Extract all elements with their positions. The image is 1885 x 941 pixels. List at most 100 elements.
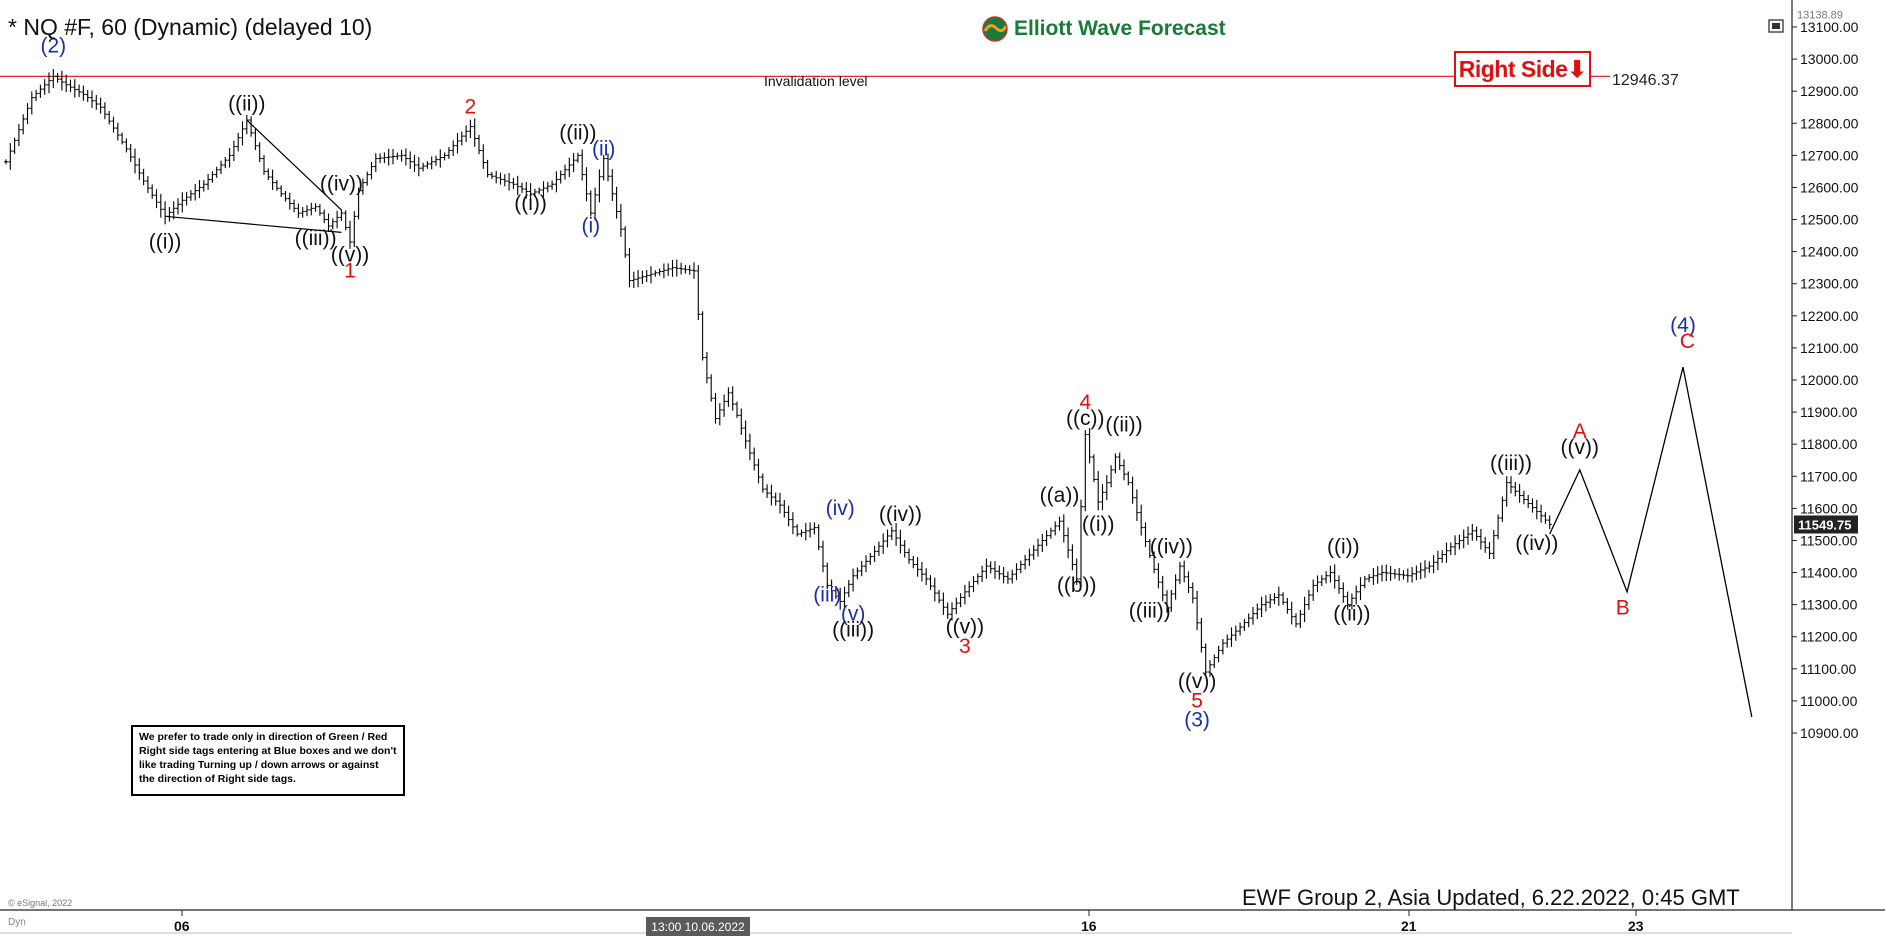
price-bar [1289,601,1294,625]
price-bar [90,90,94,108]
wave-labels: (2)((i))((ii))((iii))((iv))((v))12((i))(… [40,35,1695,732]
projection-path [1549,367,1753,718]
price-bar [442,152,447,161]
price-bar [812,522,817,535]
price-bar [704,351,709,384]
price-bar [1238,622,1243,636]
wave-label: 2 [465,96,477,119]
price-bar [219,160,223,175]
price-bar [674,259,679,277]
price-bar [1126,471,1131,486]
price-bar [1457,534,1462,550]
price-bar [558,170,563,184]
price-bar [593,187,598,221]
wave-label: ((a)) [1040,484,1080,507]
price-bar [51,69,56,89]
price-bar [1491,529,1496,560]
price-bar [102,102,107,120]
price-bar [778,492,782,514]
wave-label: ((v)) [331,243,369,266]
invalidation-value: 12946.37 [1612,72,1679,89]
right-side-tag: Right Side⬇ [1454,51,1591,87]
last-price-badge: 11549.75 [1794,515,1858,534]
window-icon[interactable] [1768,19,1784,33]
price-bar [730,386,735,411]
wave-label: (3) [1184,709,1210,732]
price-bar [257,142,262,163]
price-bar [1117,452,1122,471]
price-bar [941,592,946,615]
price-bar [1216,645,1221,663]
price-bar [1517,484,1522,503]
price-bar [1220,639,1225,655]
price-bar [64,74,69,93]
price-bar [59,70,64,91]
y-tick-label: 11800.00 [1800,436,1858,452]
wave-label: ((v)) [1178,670,1216,693]
price-bar [1143,522,1148,547]
price-bar [631,271,636,288]
price-bar [584,167,589,202]
price-bar [1526,494,1531,509]
last-price-text: 11549.75 [1798,517,1852,532]
price-bar [317,204,322,216]
price-bar [343,210,348,231]
price-bar [550,180,555,190]
price-bar [287,192,292,210]
price-bar [378,153,383,164]
wave-label: A [1573,420,1587,443]
price-bar [244,114,249,135]
price-bar [1195,590,1200,631]
price-bar [481,144,486,169]
price-bar [1448,542,1453,556]
price-bar [1285,598,1290,614]
price-bar [1547,515,1552,530]
price-bar [1427,561,1432,573]
price-bar [670,259,675,277]
price-bar [55,72,60,83]
price-bar [1079,499,1083,587]
price-bar [1246,613,1251,628]
price-bar [145,176,150,194]
price-bar [214,166,219,178]
wave-label: ((iii)) [832,619,874,642]
price-bar [1405,568,1410,583]
price-bar [1414,565,1419,581]
price-bar [399,149,404,162]
price-bar [1130,476,1135,504]
price-bar [997,565,1002,580]
price-bar [1521,490,1526,505]
price-bar [717,403,722,426]
price-bar [816,524,821,551]
price-bar [563,164,567,180]
y-tick-label: 11700.00 [1800,468,1858,484]
price-bar [412,154,417,172]
wave-label: ((i)) [1082,513,1115,536]
wave-label: ((ii)) [1333,603,1370,626]
price-bar [1190,582,1195,604]
price-bar [722,394,727,417]
price-bar [176,198,180,215]
price-bar [1259,596,1264,617]
wave-label: ((i)) [149,230,182,253]
price-bar [601,154,606,181]
wave-label: (iv) [826,497,855,520]
price-bar [1044,530,1049,546]
price-bar [1513,481,1518,497]
wave-label: 5 [1191,689,1203,712]
y-tick-label: 11500.00 [1800,532,1858,548]
price-bar [133,148,137,174]
price-bar [210,171,215,183]
price-bar [808,522,813,538]
price-bar [1018,560,1023,574]
price-bar [1345,591,1350,610]
price-bar [507,173,512,191]
price-bar [451,140,456,157]
price-bar [382,152,387,164]
y-tick-label: 11000.00 [1800,693,1858,709]
price-bar [223,157,228,169]
price-bar [1272,593,1277,605]
price-bar [980,565,985,582]
price-bar [163,201,168,225]
price-bar [838,587,843,610]
